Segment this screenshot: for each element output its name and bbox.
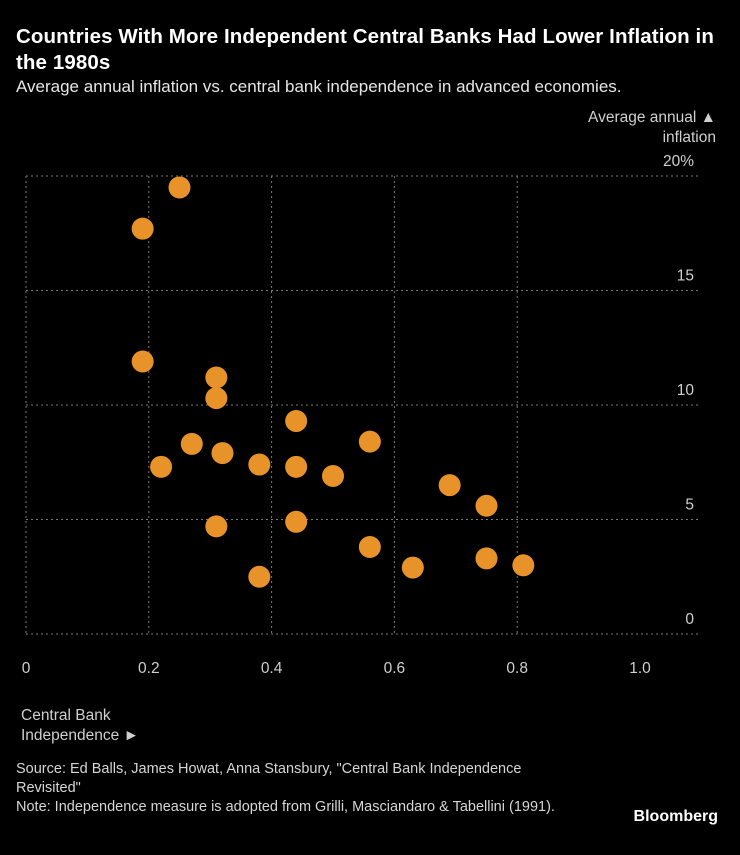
data-point (131, 217, 154, 240)
x-tick-label: 0.4 (261, 660, 283, 677)
x-axis-label: Central Bank Independence ► (21, 706, 139, 746)
data-point (475, 494, 498, 517)
chart-subtitle: Average annual inflation vs. central ban… (16, 77, 622, 96)
data-point (180, 432, 203, 455)
scatter-chart: 0 5 10 15 20% 0 0.2 0.4 0.6 0.8 1.0 (22, 153, 700, 677)
x-tick-labels: 0 0.2 0.4 0.6 0.8 1.0 (22, 660, 651, 677)
data-point (248, 453, 271, 476)
x-tick-label: 0.8 (506, 660, 528, 677)
grid-lines (25, 175, 700, 635)
data-point (131, 350, 154, 373)
x-tick-label: 1.0 (629, 660, 651, 677)
y-tick-label: 20% (663, 153, 694, 170)
data-point (285, 455, 308, 478)
data-point (438, 474, 461, 497)
x-tick-label: 0 (22, 660, 31, 677)
y-tick-labels: 0 5 10 15 20% (663, 153, 694, 628)
data-point (285, 410, 308, 433)
x-axis-label-line1: Central Bank (21, 707, 111, 724)
y-tick-label: 10 (677, 382, 695, 399)
data-point (401, 556, 424, 579)
y-axis-label-line2: inflation (662, 129, 716, 146)
data-point (358, 430, 381, 453)
data-point (322, 464, 344, 487)
y-axis-label-line1: Average annual ▲ (588, 109, 716, 126)
y-tick-label: 0 (685, 611, 694, 628)
data-point (285, 510, 308, 533)
data-point (205, 366, 228, 389)
data-point (358, 535, 381, 558)
data-points (131, 176, 535, 588)
y-axis-label: Average annual ▲ inflation (588, 108, 716, 148)
data-point (168, 176, 191, 199)
bloomberg-logo: Bloomberg (633, 808, 718, 825)
x-tick-label: 0.6 (384, 660, 406, 677)
data-point (211, 442, 234, 465)
data-point (248, 565, 271, 588)
data-point (512, 554, 535, 577)
data-point (205, 515, 228, 538)
source-text: Source: Ed Balls, James Howat, Anna Stan… (16, 761, 522, 796)
data-point (150, 455, 173, 478)
x-tick-label: 0.2 (138, 660, 160, 677)
data-point (205, 387, 228, 410)
source-note: Source: Ed Balls, James Howat, Anna Stan… (16, 760, 576, 817)
data-point (475, 547, 498, 570)
y-tick-label: 5 (685, 497, 694, 514)
chart-title: Countries With More Independent Central … (16, 25, 714, 74)
x-axis-label-line2: Independence ► (21, 727, 139, 744)
note-text: Note: Independence measure is adopted fr… (16, 799, 555, 815)
y-tick-label: 15 (677, 268, 694, 285)
